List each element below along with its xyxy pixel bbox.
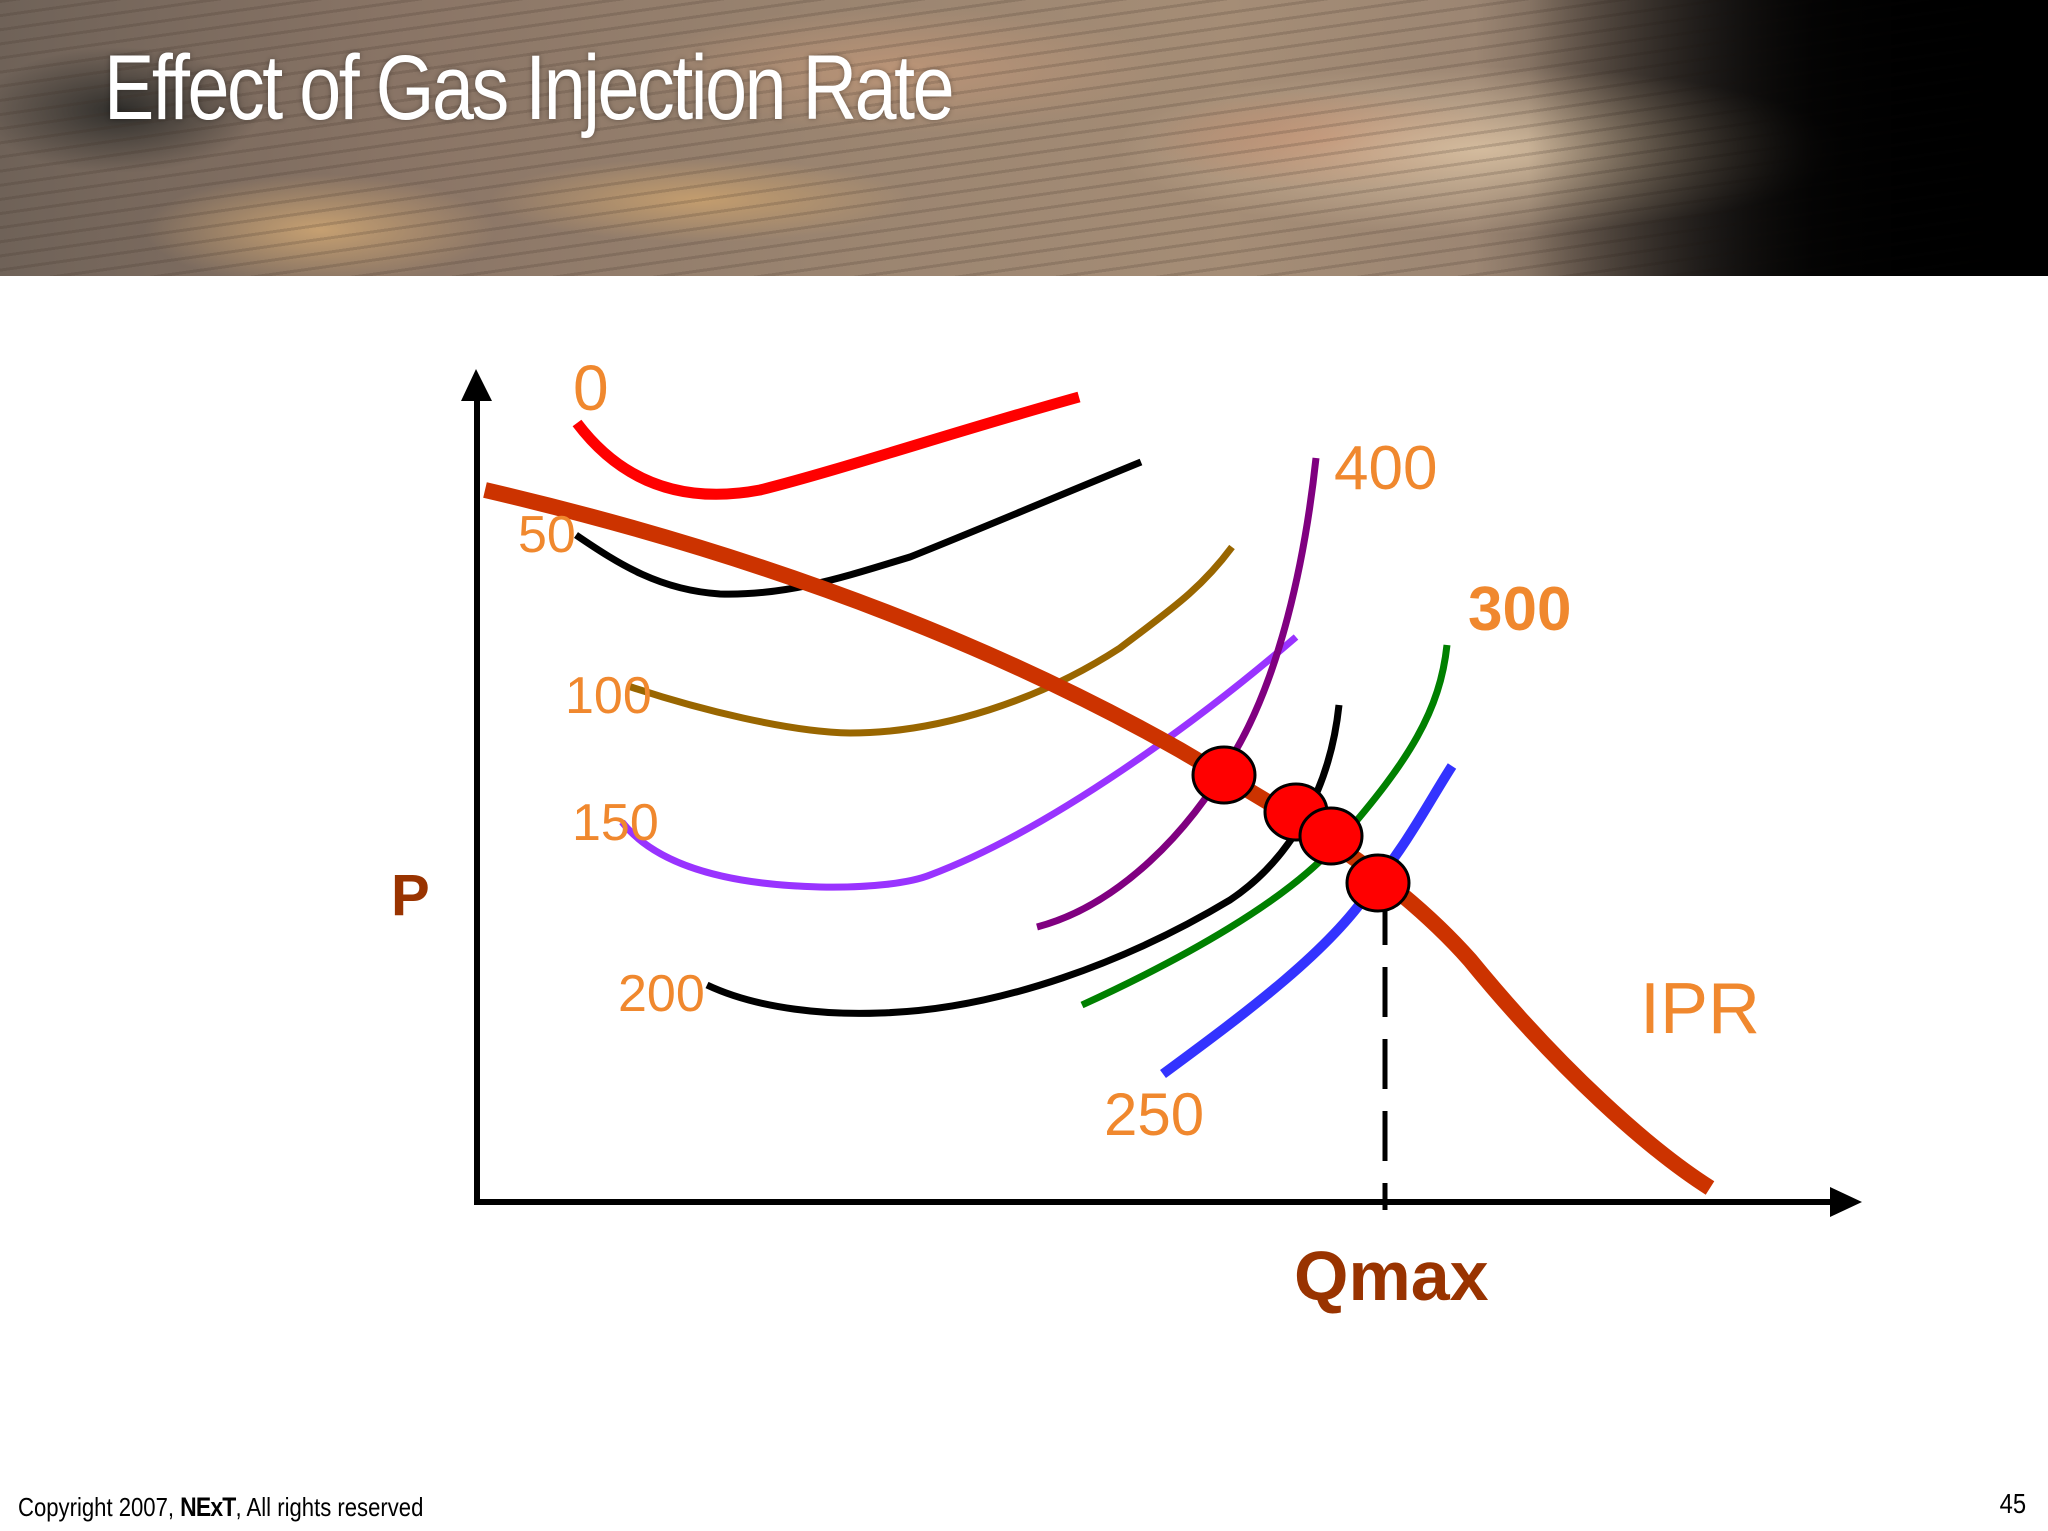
slide-title: Effect of Gas Injection Rate — [104, 37, 955, 139]
y-axis-label: P — [391, 863, 430, 928]
curve-labels: 0 50 100 150 200 250 300 400 IPR — [518, 352, 1760, 1148]
x-axis-arrow-icon — [1830, 1187, 1862, 1217]
copyright-notice: Copyright 2007, NExT, All rights reserve… — [18, 1492, 423, 1523]
curve-100 — [626, 544, 1235, 737]
intersection-marker-250 — [1345, 853, 1411, 913]
label-curve-400: 400 — [1334, 434, 1437, 503]
intersection-markers — [1191, 745, 1411, 913]
banner-dark-fade — [1528, 0, 2048, 276]
copyright-suffix: , All rights reserved — [235, 1492, 424, 1522]
page-number: 45 — [1999, 1488, 2026, 1519]
label-curve-250: 250 — [1104, 1081, 1204, 1148]
header-banner-image — [0, 0, 2048, 276]
copyright-prefix: Copyright 2007, — [18, 1492, 181, 1522]
curve-50 — [574, 458, 1143, 598]
label-curve-50: 50 — [518, 506, 576, 564]
intersection-marker-400 — [1191, 745, 1257, 805]
x-axis-label: Qmax — [1294, 1237, 1489, 1315]
label-curve-0: 0 — [573, 352, 609, 424]
y-axis-arrow-icon — [461, 369, 492, 401]
label-curve-300: 300 — [1468, 575, 1571, 644]
brand-logo-text: NExT — [180, 1492, 236, 1522]
tubing-curves — [572, 391, 1457, 1079]
intersection-marker-300 — [1298, 806, 1364, 866]
curve-0 — [572, 391, 1081, 500]
label-curve-150: 150 — [572, 794, 659, 852]
label-curve-100: 100 — [565, 667, 652, 725]
curve-150 — [619, 634, 1299, 891]
label-ipr: IPR — [1640, 969, 1760, 1049]
label-curve-200: 200 — [618, 965, 705, 1023]
curve-200 — [705, 704, 1343, 1017]
axes — [461, 369, 1862, 1217]
